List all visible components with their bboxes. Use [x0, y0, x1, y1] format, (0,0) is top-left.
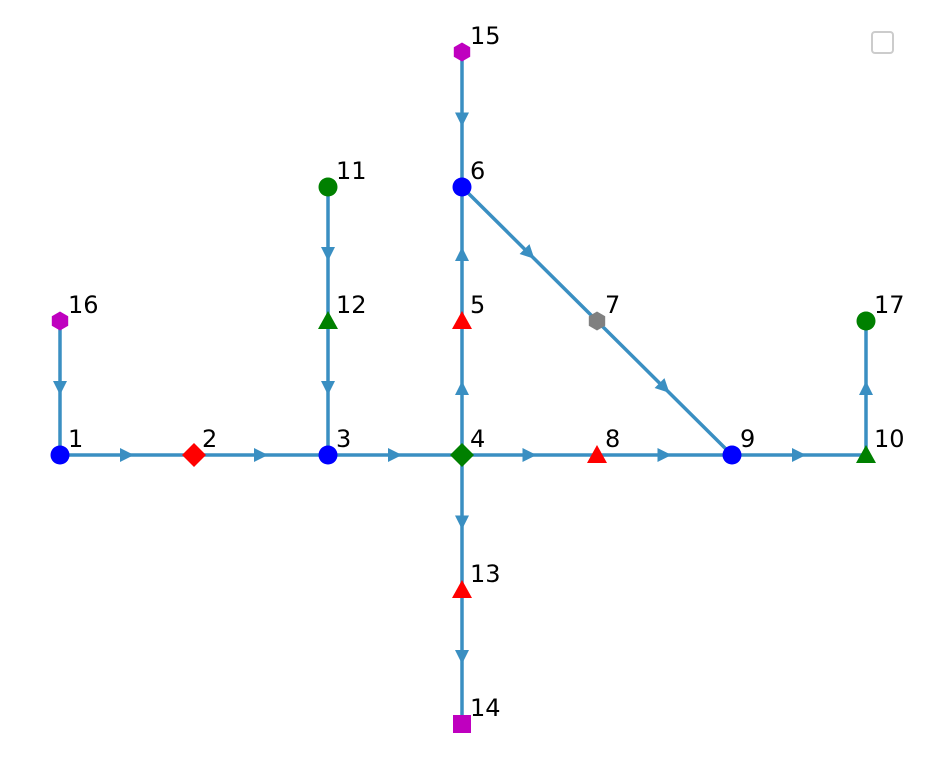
node-13-marker — [452, 580, 472, 598]
edge-arrow-icon — [654, 378, 670, 393]
edge-arrow-icon — [657, 448, 672, 462]
node-13-label: 13 — [470, 560, 501, 588]
edge-4-8 — [460, 448, 599, 462]
node-5-marker — [452, 311, 472, 329]
node-14-label: 14 — [470, 694, 501, 722]
edge-13-14 — [455, 588, 469, 726]
edge-2-3 — [192, 448, 330, 462]
node-4-marker — [450, 443, 474, 467]
node-12-marker — [318, 311, 338, 329]
node-16-marker — [51, 311, 69, 331]
node-11-marker — [318, 177, 338, 197]
edge-arrow-icon — [522, 448, 537, 462]
edge-arrow-icon — [859, 381, 873, 395]
edge-arrow-icon — [321, 381, 335, 395]
edge-5-6 — [455, 185, 469, 323]
node-15-marker — [453, 42, 471, 62]
node-8-label: 8 — [605, 425, 620, 453]
node-1-marker — [50, 445, 70, 465]
edge-9-10 — [730, 448, 868, 462]
node-6-marker — [452, 177, 472, 197]
edge-3-4 — [326, 448, 464, 462]
edge-arrow-icon — [455, 247, 469, 261]
edge-arrow-icon — [455, 650, 469, 664]
node-2-marker — [182, 443, 206, 467]
node-9-marker — [722, 445, 742, 465]
edge-arrow-icon — [519, 244, 535, 259]
edge-4-5 — [455, 319, 469, 457]
node-7-marker — [588, 311, 606, 331]
edge-8-9 — [595, 448, 734, 462]
node-10-marker — [856, 445, 876, 463]
node-16-label: 16 — [68, 291, 99, 319]
node-12-label: 12 — [336, 291, 367, 319]
node-17-marker — [856, 311, 876, 331]
edge-arrow-icon — [321, 247, 335, 261]
node-10-label: 10 — [874, 425, 905, 453]
node-2-label: 2 — [202, 425, 217, 453]
edge-10-17 — [859, 319, 873, 457]
edge-1-2 — [58, 448, 196, 462]
edge-6-7 — [460, 185, 599, 323]
edge-16-1 — [53, 319, 67, 457]
node-15-label: 15 — [470, 22, 501, 50]
edges-layer — [53, 50, 873, 726]
node-3-marker — [318, 445, 338, 465]
node-1-label: 1 — [68, 425, 83, 453]
node-3-label: 3 — [336, 425, 351, 453]
node-9-label: 9 — [740, 425, 755, 453]
node-17-label: 17 — [874, 291, 905, 319]
legend-box — [871, 31, 894, 54]
node-5-label: 5 — [470, 291, 485, 319]
edge-arrow-icon — [388, 448, 402, 462]
edge-arrow-icon — [53, 381, 67, 395]
node-8-marker — [587, 445, 607, 463]
node-7-label: 7 — [605, 291, 620, 319]
node-6-label: 6 — [470, 157, 485, 185]
edge-arrow-icon — [455, 381, 469, 395]
edge-arrow-icon — [254, 448, 268, 462]
edge-11-12 — [321, 185, 335, 323]
edge-arrow-icon — [455, 515, 469, 530]
edge-12-3 — [321, 319, 335, 457]
edge-arrow-icon — [792, 448, 806, 462]
node-4-label: 4 — [470, 425, 485, 453]
node-11-label: 11 — [336, 157, 367, 185]
edge-7-9 — [595, 319, 734, 457]
node-14-marker — [453, 715, 471, 733]
edge-4-13 — [455, 453, 469, 592]
edge-arrow-icon — [120, 448, 134, 462]
edge-arrow-icon — [455, 112, 469, 127]
nodes-layer — [50, 42, 876, 733]
edge-15-6 — [455, 50, 469, 189]
